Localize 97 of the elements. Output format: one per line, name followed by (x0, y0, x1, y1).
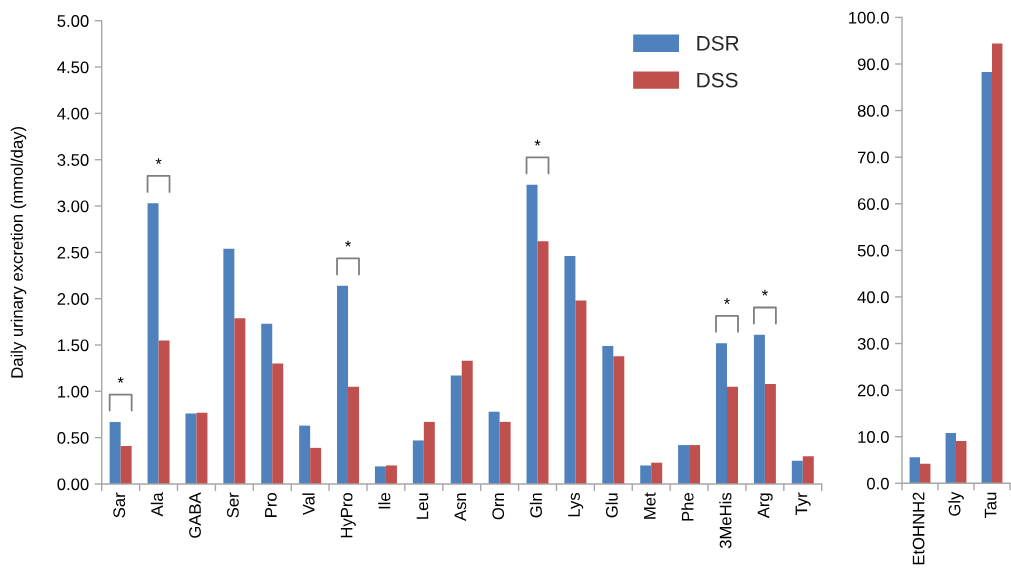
y-tick-label: 4.00 (57, 107, 89, 120)
bar (348, 386, 360, 484)
bar (564, 256, 576, 484)
bar (956, 440, 967, 484)
y-tick-label: 1.50 (58, 339, 89, 352)
bar (461, 360, 473, 484)
y-tick-label: 2.00 (57, 293, 89, 305)
y-tick-label: 0.50 (57, 432, 89, 444)
x-tick-label: Ala (150, 492, 164, 517)
x-tick-label: Met (644, 492, 656, 519)
x-tick-label: Sar (113, 492, 126, 518)
bar (450, 375, 462, 484)
bar (310, 447, 322, 484)
bar (223, 248, 235, 484)
x-tick-label: EtOHNH2 (912, 492, 925, 565)
x-tick-label: Gly (948, 491, 964, 516)
y-tick-label: 10.0 (858, 431, 889, 443)
y-tick-label: 90.0 (857, 58, 889, 71)
bar (640, 465, 652, 484)
bar (185, 413, 197, 484)
bar (120, 446, 132, 484)
x-tick-label: Leu (416, 493, 429, 519)
y-tick-label: 20.0 (857, 384, 889, 397)
annotation: * (724, 298, 730, 304)
bar (575, 300, 587, 484)
x-tick-label: Ile (378, 493, 391, 509)
y-tick-label: 3.50 (57, 154, 89, 166)
bar (526, 184, 538, 484)
bar (196, 412, 208, 484)
y-tick-label: 60.0 (857, 198, 889, 210)
bar (147, 203, 159, 484)
bar (613, 356, 625, 484)
annotation: * (117, 376, 124, 383)
bar (499, 421, 511, 484)
y-tick-label: 100.0 (849, 11, 889, 24)
x-tick-label: Tau (984, 492, 997, 519)
x-tick-label: 3MeHis (719, 492, 732, 549)
x-tick-label: HyPro (340, 493, 356, 538)
y-tick-label: 0.00 (57, 478, 89, 491)
bar (488, 411, 500, 484)
bar (234, 318, 246, 484)
bar (920, 463, 931, 484)
x-tick-label: Phe (681, 493, 694, 521)
bar (374, 466, 386, 484)
y-tick-label: 80.0 (857, 104, 889, 117)
x-tick-label: Arg (757, 493, 773, 519)
bar (602, 345, 614, 484)
x-tick-label: Tyr (795, 492, 811, 516)
y-tick-label: 30.0 (857, 337, 889, 350)
bar (423, 421, 435, 484)
annotation: * (155, 158, 162, 165)
x-tick-label: Ser (227, 492, 239, 518)
bar (945, 432, 956, 484)
annotation: * (761, 289, 768, 296)
bar (791, 460, 803, 484)
y-tick-label: 70.0 (857, 151, 889, 164)
bar (385, 465, 397, 484)
bar (727, 386, 738, 484)
y-tick-label: 0.0 (867, 477, 889, 490)
bar (337, 285, 349, 484)
annotation: * (534, 139, 541, 146)
bar (678, 445, 690, 484)
y-tick-label: 3.00 (57, 200, 89, 213)
bar (109, 421, 121, 484)
bar (689, 445, 701, 484)
y-tick-label: 50.0 (857, 244, 889, 257)
x-tick-label: Pro (265, 493, 277, 517)
bar (909, 457, 921, 484)
bar (272, 363, 284, 484)
bar (299, 425, 311, 484)
bar (991, 43, 1003, 484)
y-tick-label: 40.0 (857, 291, 889, 304)
legend-label: DSR (697, 35, 739, 51)
bar (261, 323, 273, 484)
x-tick-label: Glu (605, 493, 618, 518)
bar (412, 440, 424, 484)
x-tick-label: Val (302, 493, 315, 516)
bar (716, 343, 727, 484)
bar (753, 334, 765, 484)
bar (764, 383, 776, 484)
x-tick-label: Asn (454, 493, 467, 522)
x-tick-label: Lys (568, 492, 584, 517)
y-tick-label: 1.00 (58, 385, 89, 398)
bar (537, 241, 549, 484)
bar (802, 456, 814, 484)
y-tick-label: 2.50 (57, 246, 89, 259)
y-tick-label: 5.00 (57, 15, 89, 27)
x-tick-label: GABA (189, 492, 201, 538)
bar (651, 462, 663, 484)
legend-label: DSS (697, 72, 738, 88)
y-tick-label: 4.50 (57, 61, 89, 74)
y-axis-title: Daily urinary excretion (mmol/day) (10, 126, 27, 378)
bar (158, 340, 170, 484)
annotation: * (345, 240, 352, 247)
bar (981, 71, 992, 484)
x-tick-label: Orn (492, 493, 505, 520)
x-tick-label: Gln (529, 493, 542, 518)
